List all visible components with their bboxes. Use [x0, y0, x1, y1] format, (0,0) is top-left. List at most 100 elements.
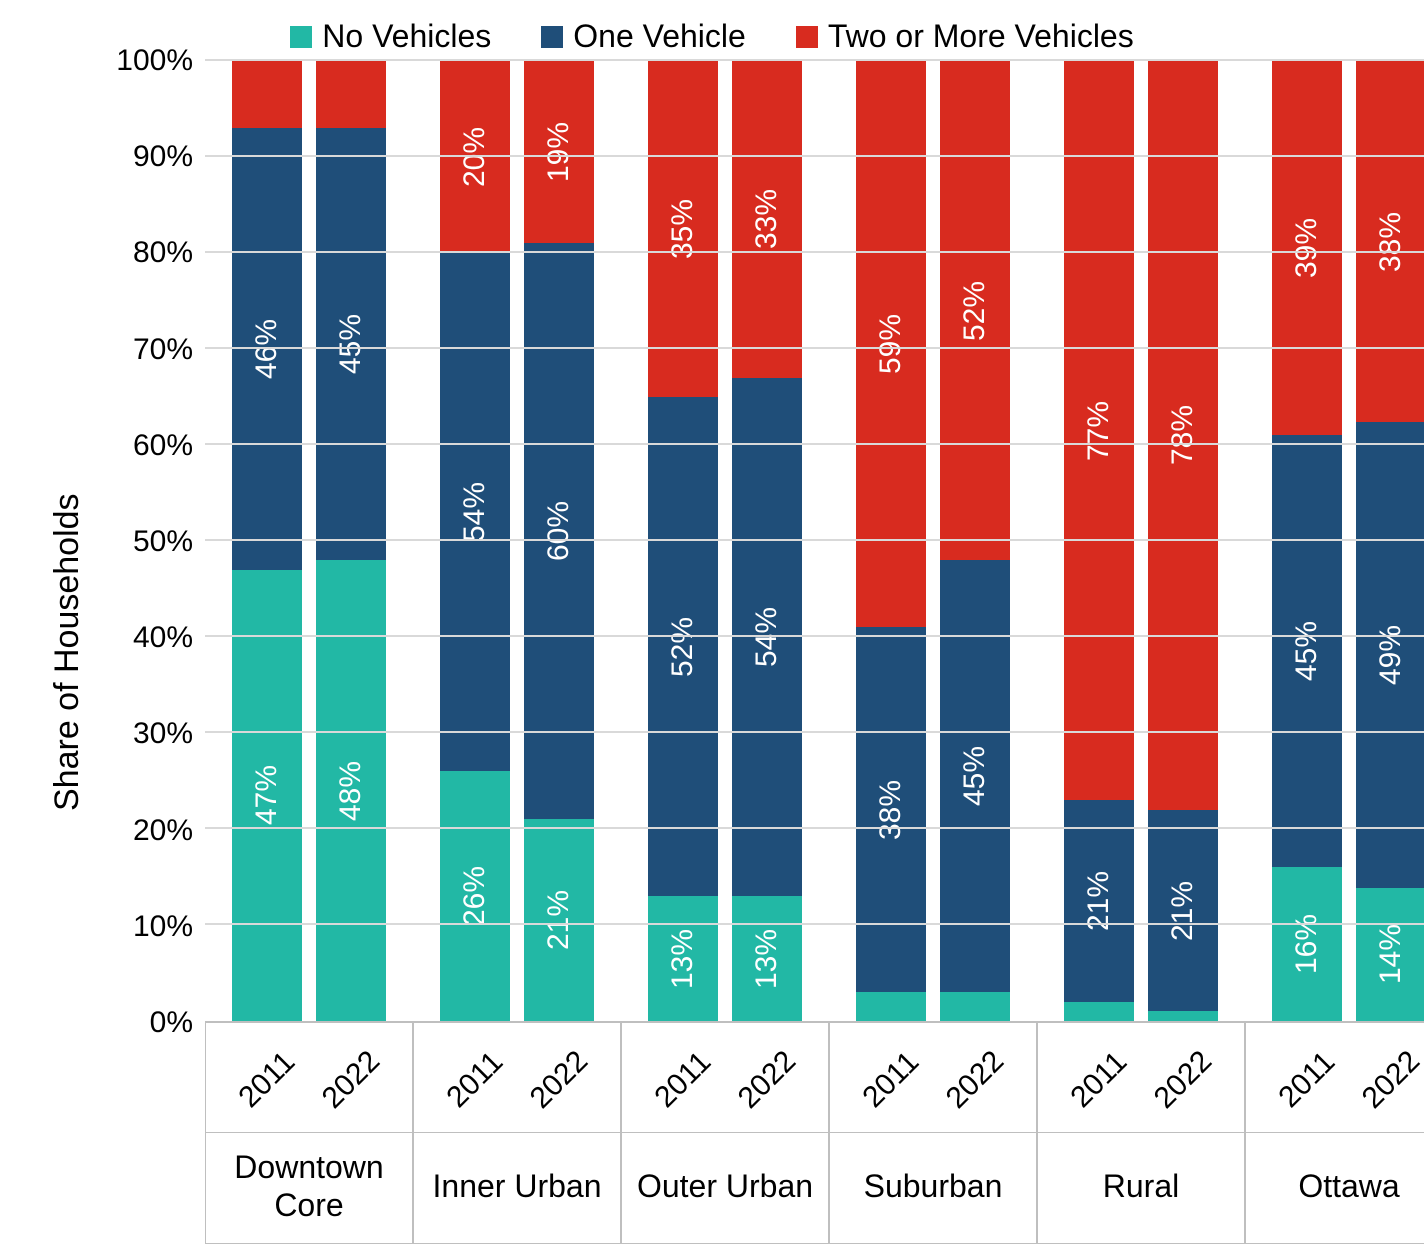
bar-segment: 52%	[648, 397, 718, 896]
legend: No Vehicles One Vehicle Two or More Vehi…	[0, 0, 1424, 61]
bar-segment-label: 13%	[750, 929, 784, 989]
x-axis-group-label: Ottawa	[1246, 1133, 1424, 1243]
gridline	[205, 59, 1424, 61]
bar-segment	[316, 61, 386, 128]
plot-col: 0%10%20%30%40%50%60%70%80%90%100% 47%46%…	[95, 61, 1424, 1244]
bar-group: 47%46%48%45%	[205, 61, 413, 1021]
bar-segment-label: 59%	[874, 314, 908, 374]
legend-swatch-icon	[541, 26, 563, 48]
bar: 13%52%35%	[648, 61, 718, 1021]
x-tick-year: 2022	[1356, 1033, 1424, 1097]
bar-segment-label: 14%	[1374, 924, 1408, 984]
bars-region: 47%46%48%45%26%54%20%21%60%19%13%52%35%1…	[205, 61, 1424, 1023]
bar-segment-label: 21%	[1166, 881, 1200, 941]
y-axis-ticks: 0%10%20%30%40%50%60%70%80%90%100%	[95, 61, 205, 1023]
bar-segment: 45%	[1272, 435, 1342, 867]
bar-segment: 48%	[316, 560, 386, 1021]
bar-segment	[940, 992, 1010, 1021]
x-axis-group-label: Suburban	[830, 1133, 1036, 1243]
bar-segment-label: 77%	[1082, 401, 1116, 461]
bar-segment: 78%	[1148, 61, 1218, 810]
gridline	[205, 731, 1424, 733]
bar-segment-label: 21%	[542, 890, 576, 950]
gridline	[205, 443, 1424, 445]
x-axis-year-row: 20112022	[622, 1023, 828, 1133]
y-tick-label: 10%	[133, 910, 193, 944]
bar-segment: 39%	[1272, 61, 1342, 435]
bar-segment-label: 26%	[458, 866, 492, 926]
legend-label: Two or More Vehicles	[828, 18, 1134, 55]
bar-segment: 54%	[440, 253, 510, 771]
x-axis-group: 20112022 Suburban	[829, 1023, 1037, 1244]
bar: 21% 78%	[1148, 61, 1218, 1021]
bar-segment: 14%	[1356, 888, 1424, 1021]
x-tick-year: 2022	[940, 1033, 1010, 1097]
y-axis-title: Share of Households	[40, 61, 95, 1244]
legend-item-two-plus: Two or More Vehicles	[796, 18, 1134, 55]
y-tick-label: 0%	[150, 1006, 193, 1040]
bar-segment	[856, 992, 926, 1021]
bar-segment: 38%	[856, 627, 926, 992]
plot-area: 0%10%20%30%40%50%60%70%80%90%100% 47%46%…	[95, 61, 1424, 1023]
x-axis-group-label: Rural	[1038, 1133, 1244, 1243]
x-axis-group: 20112022Rural	[1037, 1023, 1245, 1244]
bar: 45% 52%	[940, 61, 1010, 1021]
bar-segment: 46%	[232, 128, 302, 570]
bar-segment-label: 19%	[542, 122, 576, 182]
y-tick-label: 80%	[133, 236, 193, 270]
x-tick-year: 2011	[1272, 1033, 1342, 1097]
bar-group: 13%52%35%13%54%33%	[621, 61, 829, 1021]
bar-segment-label: 13%	[666, 929, 700, 989]
bar-group: 26% 54% 20% 21% 60% 19%	[413, 61, 621, 1021]
bar-segment-label: 52%	[666, 617, 700, 677]
y-tick-label: 30%	[133, 717, 193, 751]
bar-segment-label: 48%	[334, 761, 368, 821]
bar-groups: 47%46%48%45%26%54%20%21%60%19%13%52%35%1…	[205, 61, 1424, 1021]
bar-segment-label: 52%	[958, 281, 992, 341]
bar: 47%46%	[232, 61, 302, 1021]
bar-segment: 38%	[1356, 61, 1424, 422]
bar: 13% 54% 33%	[732, 61, 802, 1021]
bar-segment-label: 33%	[750, 189, 784, 249]
gridline	[205, 827, 1424, 829]
bar-segment: 77%	[1064, 61, 1134, 800]
bar-segment: 47%	[232, 570, 302, 1021]
x-axis-group-label: Inner Urban	[414, 1133, 620, 1243]
bar-segment-label: 54%	[458, 482, 492, 542]
x-axis-group: 20112022Ottawa	[1245, 1023, 1424, 1244]
bar: 21% 60% 19%	[524, 61, 594, 1021]
y-tick-label: 70%	[133, 333, 193, 367]
bar-segment-label: 39%	[1290, 218, 1324, 278]
legend-item-no-vehicles: No Vehicles	[290, 18, 491, 55]
x-tick-year: 2011	[648, 1033, 718, 1097]
bar-segment: 33%	[732, 61, 802, 378]
x-tick-year: 2022	[524, 1033, 594, 1097]
bar-segment-label: 20%	[458, 127, 492, 187]
gridline	[205, 539, 1424, 541]
x-tick-year: 2022	[732, 1033, 802, 1097]
x-tick-year: 2022	[1148, 1033, 1218, 1097]
x-tick-year: 2011	[856, 1033, 926, 1097]
y-tick-label: 90%	[133, 140, 193, 174]
x-axis-group: 20112022Inner Urban	[413, 1023, 621, 1244]
bar-segment: 20%	[440, 61, 510, 253]
x-axis-group: 20112022Downtown Core	[205, 1023, 413, 1244]
y-tick-label: 60%	[133, 429, 193, 463]
bar-segment: 45%	[940, 560, 1010, 992]
bar-segment	[232, 61, 302, 128]
chart-container: No Vehicles One Vehicle Two or More Vehi…	[0, 0, 1424, 1244]
bar-segment-label: 60%	[542, 501, 576, 561]
x-tick-year: 2011	[1064, 1033, 1134, 1097]
gridline	[205, 251, 1424, 253]
bar-segment: 54%	[732, 378, 802, 896]
legend-item-one-vehicle: One Vehicle	[541, 18, 746, 55]
x-axis-year-row: 20112022	[1038, 1023, 1244, 1133]
y-tick-label: 100%	[116, 44, 193, 78]
bar: 21%77%	[1064, 61, 1134, 1021]
x-axis-year-row: 20112022	[414, 1023, 620, 1133]
x-axis-year-row: 20112022	[1246, 1023, 1424, 1133]
x-tick-year: 2022	[316, 1033, 386, 1097]
bar-segment-label: 38%	[1374, 212, 1408, 272]
legend-label: No Vehicles	[322, 18, 491, 55]
x-tick-year: 2011	[232, 1033, 302, 1097]
